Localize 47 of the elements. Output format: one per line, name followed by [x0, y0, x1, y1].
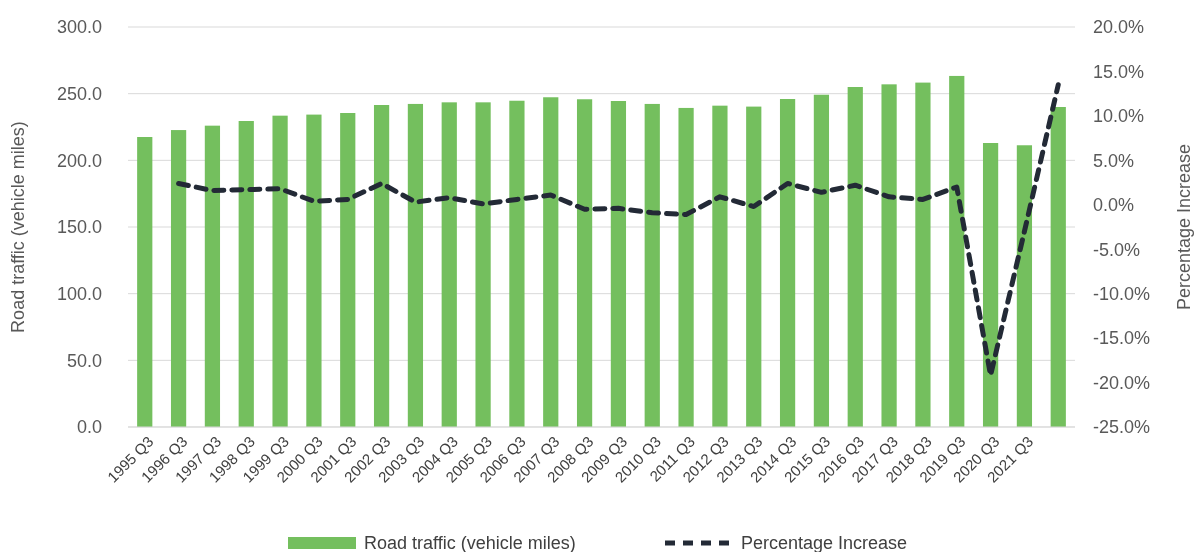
y2-tick-label: -20.0%: [1093, 372, 1151, 393]
y-tick-label: 0.0: [76, 417, 102, 438]
y-tick-label: 200.0: [56, 150, 102, 171]
bar: [170, 130, 187, 427]
y2-tick-label: 0.0%: [1093, 195, 1135, 216]
bar: [982, 143, 999, 427]
bar: [137, 137, 153, 427]
y2-tick-label: 10.0%: [1093, 106, 1145, 127]
bar: [543, 97, 559, 427]
bar: [949, 75, 965, 427]
y2-tick-label: -10.0%: [1093, 283, 1151, 304]
bar: [373, 105, 390, 427]
bar: [509, 100, 525, 427]
bar: [272, 115, 288, 427]
bar: [779, 99, 796, 427]
y2-tick-label: 20.0%: [1093, 17, 1145, 38]
y-tick-label: 150.0: [56, 217, 102, 238]
bar: [576, 99, 593, 427]
bar: [407, 103, 424, 427]
bar: [813, 94, 830, 427]
bar: [847, 87, 863, 427]
y2-tick-label: -15.0%: [1093, 328, 1151, 349]
y-axis-title: Road traffic (vehicle miles): [8, 121, 28, 333]
bar: [238, 121, 254, 427]
bar: [915, 82, 931, 427]
y2-tick-label: -5.0%: [1093, 239, 1141, 260]
bar: [746, 106, 762, 427]
bar: [441, 102, 457, 427]
bar: [678, 107, 694, 427]
bar: [644, 103, 660, 427]
y-tick-label: 100.0: [56, 283, 102, 304]
y-tick-label: 250.0: [56, 83, 102, 104]
bar: [881, 84, 897, 427]
y-tick-label: 50.0: [66, 350, 102, 371]
bar: [204, 125, 221, 427]
bar: [306, 114, 322, 427]
y-tick-label: 300.0: [56, 17, 102, 38]
bar: [1016, 145, 1033, 427]
bar: [712, 105, 728, 427]
bar: [475, 102, 491, 427]
y2-tick-label: 15.0%: [1093, 61, 1145, 82]
bar: [340, 113, 356, 427]
bar: [1050, 107, 1066, 427]
y2-tick-label: -25.0%: [1093, 417, 1151, 438]
y2-axis-title: Percentage Increase: [1174, 143, 1194, 311]
y2-tick-label: 5.0%: [1093, 150, 1135, 171]
bar: [610, 101, 627, 427]
